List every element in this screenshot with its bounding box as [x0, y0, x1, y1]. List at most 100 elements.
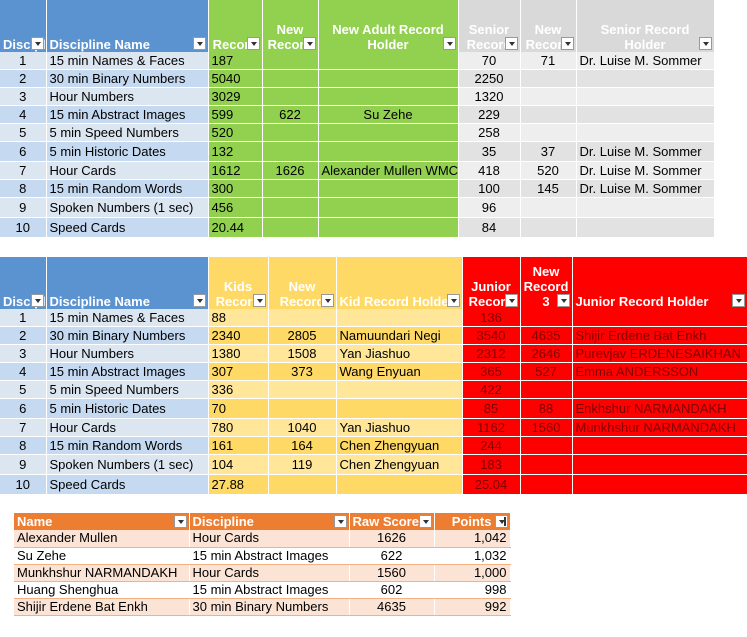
cell-raw-score[interactable]: 1626: [349, 530, 435, 548]
filter-dropdown-icon[interactable]: [442, 37, 456, 50]
cell-adult-record-holder[interactable]: [318, 52, 459, 70]
cell-line[interactable]: 3: [0, 344, 47, 363]
col-header-discipline-name[interactable]: Discipline Name: [46, 0, 209, 52]
col-header-kid-record-holder[interactable]: Kid Record Holder: [336, 257, 463, 309]
cell-junior-record[interactable]: 244: [462, 436, 521, 455]
cell-discipline-name[interactable]: Hour Cards: [46, 161, 209, 180]
cell-junior-record-holder[interactable]: Shijir Erdene Bat Enkh: [572, 326, 747, 345]
cell-junior-new-record[interactable]: 2646: [520, 344, 573, 363]
cell-adult-record-holder[interactable]: [318, 217, 459, 238]
cell-raw-score[interactable]: 1560: [349, 564, 435, 582]
cell-kids-record[interactable]: 161: [208, 436, 269, 455]
cell-adult-new-record[interactable]: 622: [262, 105, 319, 124]
cell-adult-record[interactable]: 1612: [208, 161, 263, 180]
cell-points[interactable]: 1,032: [434, 547, 511, 565]
cell-senior-new-record[interactable]: 520: [520, 161, 577, 180]
cell-line[interactable]: 8: [0, 436, 47, 455]
filter-dropdown-icon[interactable]: [698, 37, 712, 50]
cell-senior-new-record[interactable]: [520, 69, 577, 88]
cell-senior-new-record[interactable]: [520, 197, 577, 218]
cell-senior-new-record[interactable]: 71: [520, 52, 577, 70]
cell-adult-new-record[interactable]: [262, 197, 319, 218]
cell-discipline-name[interactable]: 5 min Historic Dates: [46, 141, 209, 162]
cell-kids-new-record[interactable]: 1040: [268, 418, 337, 437]
filter-dropdown-icon[interactable]: [252, 294, 266, 307]
filter-dropdown-icon[interactable]: [246, 37, 260, 50]
col-header-raw-score[interactable]: Raw Score: [349, 513, 435, 530]
cell-name[interactable]: Munkhshur NARMANDAKH: [14, 564, 190, 582]
cell-senior-record-holder[interactable]: [576, 69, 715, 88]
cell-adult-new-record[interactable]: [262, 52, 319, 70]
cell-discipline-name[interactable]: 30 min Binary Numbers: [46, 69, 209, 88]
col-header-junior-new-record[interactable]: New Record 3: [520, 257, 573, 309]
cell-junior-record[interactable]: 365: [462, 362, 521, 381]
cell-senior-new-record[interactable]: [520, 217, 577, 238]
cell-junior-record[interactable]: 3540: [462, 326, 521, 345]
cell-line[interactable]: 1: [0, 309, 47, 327]
cell-senior-record[interactable]: 418: [458, 161, 521, 180]
col-header-points[interactable]: Points: [434, 513, 511, 530]
cell-senior-record[interactable]: 70: [458, 52, 521, 70]
cell-discipline-name[interactable]: 15 min Abstract Images: [46, 362, 209, 381]
filter-dropdown-icon[interactable]: [192, 37, 206, 50]
cell-raw-score[interactable]: 602: [349, 581, 435, 599]
cell-junior-record-holder[interactable]: Emma ANDERSSON: [572, 362, 747, 381]
cell-kids-new-record[interactable]: 2805: [268, 326, 337, 345]
cell-junior-record-holder[interactable]: Purevjav ERDENESAIKHAN: [572, 344, 747, 363]
cell-adult-record-holder[interactable]: [318, 87, 459, 106]
filter-dropdown-icon[interactable]: [731, 294, 745, 307]
cell-discipline-name[interactable]: 30 min Binary Numbers: [46, 326, 209, 345]
cell-discipline-name[interactable]: 5 min Speed Numbers: [46, 123, 209, 142]
cell-kids-record[interactable]: 70: [208, 398, 269, 419]
cell-discipline-name[interactable]: Hour Numbers: [46, 87, 209, 106]
cell-junior-record-holder[interactable]: [572, 454, 747, 475]
cell-senior-record-holder[interactable]: Dr. Luise M. Sommer: [576, 161, 715, 180]
sort-descending-icon[interactable]: [494, 515, 508, 528]
cell-discipline-name[interactable]: 5 min Speed Numbers: [46, 380, 209, 399]
cell-discipline-name[interactable]: Spoken Numbers (1 sec): [46, 454, 209, 475]
filter-dropdown-icon[interactable]: [333, 515, 347, 528]
cell-line[interactable]: 2: [0, 69, 47, 88]
cell-discipline-name[interactable]: 5 min Historic Dates: [46, 398, 209, 419]
col-header-senior-record-holder[interactable]: Senior Record Holder: [576, 0, 715, 52]
cell-discipline[interactable]: Hour Cards: [189, 564, 350, 582]
filter-dropdown-icon[interactable]: [446, 294, 460, 307]
cell-senior-record-holder[interactable]: [576, 217, 715, 238]
cell-senior-record-holder[interactable]: Dr. Luise M. Sommer: [576, 52, 715, 70]
cell-junior-record[interactable]: 1162: [462, 418, 521, 437]
cell-discipline-name[interactable]: Speed Cards: [46, 217, 209, 238]
cell-junior-record[interactable]: 2312: [462, 344, 521, 363]
cell-discipline-name[interactable]: Spoken Numbers (1 sec): [46, 197, 209, 218]
cell-adult-record[interactable]: 187: [208, 52, 263, 70]
cell-discipline-name[interactable]: Hour Cards: [46, 418, 209, 437]
cell-adult-record[interactable]: 20.44: [208, 217, 263, 238]
col-header-adult-new-record[interactable]: New Record: [262, 0, 319, 52]
col-header-discipline-line[interactable]: Discipline: [0, 257, 47, 309]
cell-junior-record-holder[interactable]: Munkhshur NARMANDAKH: [572, 418, 747, 437]
cell-adult-record-holder[interactable]: [318, 141, 459, 162]
cell-kid-record-holder[interactable]: [336, 380, 463, 399]
cell-kids-new-record[interactable]: 373: [268, 362, 337, 381]
cell-discipline[interactable]: 15 min Abstract Images: [189, 581, 350, 599]
cell-discipline-name[interactable]: 15 min Names & Faces: [46, 309, 209, 327]
cell-kid-record-holder[interactable]: Chen Zhengyuan: [336, 436, 463, 455]
col-header-adult-record[interactable]: Record: [208, 0, 263, 52]
cell-junior-new-record[interactable]: 527: [520, 362, 573, 381]
cell-kids-record[interactable]: 1380: [208, 344, 269, 363]
cell-kids-new-record[interactable]: 164: [268, 436, 337, 455]
cell-kid-record-holder[interactable]: [336, 474, 463, 495]
filter-dropdown-icon[interactable]: [320, 294, 334, 307]
cell-kids-new-record[interactable]: [268, 398, 337, 419]
cell-line[interactable]: 4: [0, 105, 47, 124]
cell-junior-record-holder[interactable]: [572, 474, 747, 495]
cell-discipline-name[interactable]: 15 min Random Words: [46, 179, 209, 198]
cell-discipline[interactable]: Hour Cards: [189, 530, 350, 548]
cell-adult-new-record[interactable]: [262, 123, 319, 142]
cell-senior-new-record[interactable]: [520, 87, 577, 106]
cell-senior-record[interactable]: 1320: [458, 87, 521, 106]
cell-junior-record[interactable]: 85: [462, 398, 521, 419]
cell-junior-new-record[interactable]: [520, 380, 573, 399]
col-header-junior-record-holder[interactable]: Junior Record Holder: [572, 257, 747, 309]
cell-senior-record[interactable]: 2250: [458, 69, 521, 88]
col-header-senior-record[interactable]: Senior Record: [458, 0, 521, 52]
